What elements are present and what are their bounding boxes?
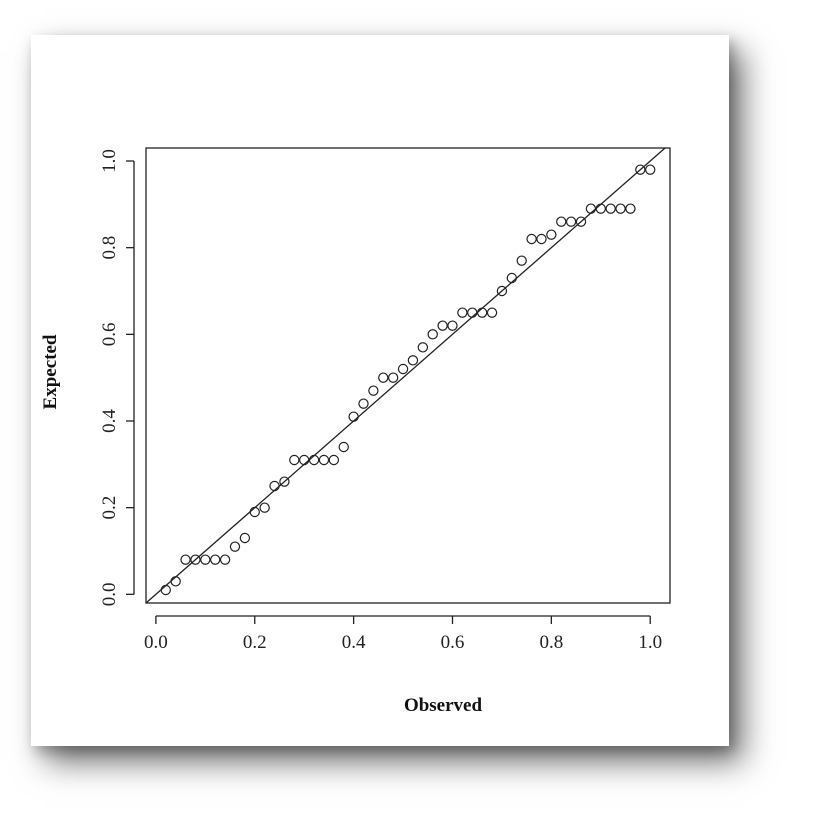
plot-border	[145, 147, 671, 604]
y-axis: 0.0 0.2 0.4 0.6 0.8 1.0	[99, 149, 135, 606]
data-point	[447, 320, 458, 331]
data-point	[476, 307, 488, 318]
data-point	[496, 285, 508, 297]
data-point	[397, 363, 409, 375]
data-point	[427, 329, 438, 340]
data-point	[308, 454, 320, 466]
data-point	[625, 203, 636, 214]
data-point	[368, 385, 379, 396]
y-tick-label: 0.2	[99, 496, 120, 520]
plot-frame	[145, 147, 671, 604]
data-point	[595, 203, 606, 214]
reference-line-group	[145, 147, 666, 604]
data-point	[536, 233, 547, 245]
data-point	[200, 554, 211, 565]
data-point	[635, 164, 646, 175]
data-point	[565, 216, 577, 227]
data-point	[407, 355, 419, 366]
data-point	[387, 372, 399, 383]
data-point	[229, 541, 241, 552]
data-point	[318, 454, 330, 466]
x-tick-label: 1.0	[638, 632, 662, 653]
data-point	[575, 216, 587, 227]
y-tick-label: 0.8	[99, 236, 120, 260]
data-point	[546, 229, 557, 240]
data-point	[417, 342, 429, 353]
data-point	[338, 441, 349, 453]
data-point	[378, 372, 389, 383]
data-point	[526, 233, 537, 245]
y-tick-label: 0.4	[99, 409, 120, 433]
data-point	[180, 554, 191, 565]
data-point	[348, 411, 359, 422]
x-axis: 0.0 0.2 0.4 0.6 0.8 1.0	[144, 615, 662, 653]
points-group	[160, 164, 656, 596]
data-point	[160, 584, 171, 596]
data-point	[506, 272, 518, 284]
data-point	[289, 454, 300, 466]
y-tick-label: 0.0	[99, 582, 120, 606]
data-point	[358, 398, 369, 409]
data-point	[170, 576, 181, 587]
y-tick-label: 0.6	[99, 322, 120, 346]
scatter-plot: 0.0 0.2 0.4 0.6 0.8 1.0 0.0 0.2 0.4 0.6 0.8 1.0 Ob…	[40, 147, 671, 716]
data-point	[516, 255, 527, 266]
data-point	[279, 476, 290, 487]
y-axis-title: Expected	[40, 334, 61, 409]
data-point	[605, 203, 616, 214]
x-tick-label: 0.4	[342, 632, 366, 653]
data-point	[249, 506, 260, 518]
data-point	[210, 554, 221, 565]
data-point	[190, 554, 201, 565]
x-axis-title: Observed	[404, 695, 483, 716]
x-tick-label: 0.8	[539, 632, 563, 653]
y-tick-label: 1.0	[99, 149, 120, 173]
data-point	[556, 216, 567, 227]
data-point	[615, 203, 626, 214]
data-point	[585, 203, 597, 214]
data-point	[269, 480, 280, 492]
x-tick-label: 0.6	[441, 632, 465, 653]
data-point	[457, 307, 468, 318]
data-point	[298, 454, 310, 466]
figure-card: 0.0 0.2 0.4 0.6 0.8 1.0 0.0 0.2 0.4 0.6 0.8 1.0 Ob…	[31, 35, 729, 746]
reference-line	[145, 147, 666, 604]
data-point	[467, 307, 478, 318]
data-point	[437, 320, 448, 331]
x-tick-label: 0.0	[144, 632, 168, 653]
x-tick-label: 0.2	[243, 632, 267, 653]
data-point	[239, 532, 251, 544]
data-point	[486, 307, 498, 318]
data-point	[328, 454, 340, 466]
data-point	[219, 554, 231, 565]
data-point	[259, 502, 270, 513]
data-point	[645, 164, 656, 175]
